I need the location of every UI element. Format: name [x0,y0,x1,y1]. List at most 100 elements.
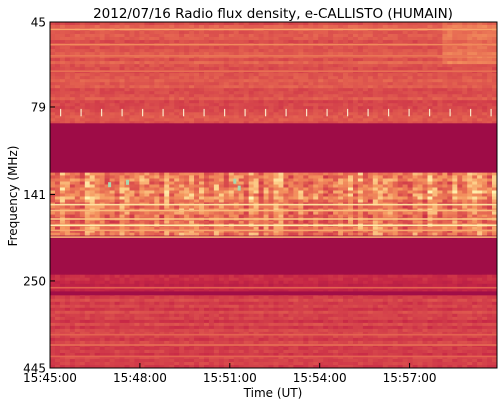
heatmap-cell [392,121,399,125]
heatmap-cell [109,73,115,77]
heatmap-cell [248,91,255,95]
heatmap-cell [402,79,408,83]
heatmap-cell [422,79,428,83]
heatmap-cell [223,88,230,92]
heatmap-cell [328,67,334,71]
heatmap-cell [248,94,255,98]
heatmap-cell [417,121,423,125]
heatmap-cell [154,172,160,176]
heatmap-cell [442,85,448,89]
heatmap-cell [134,76,140,80]
heatmap-cell [134,91,140,95]
heatmap-cell [199,40,205,44]
heatmap-cell [407,181,413,185]
heatmap-cell [308,184,314,188]
heatmap-cell [467,100,473,104]
heatmap-cell [119,106,125,110]
heatmap-cell [194,85,200,89]
heatmap-cell [50,121,56,125]
heatmap-cell [308,121,314,125]
heatmap-cell [189,85,195,89]
heatmap-cell [397,121,404,125]
heatmap-cell [278,40,284,44]
heatmap-cell [159,34,165,38]
heatmap-cell [139,181,145,185]
heatmap-cell [457,31,463,35]
heatmap-cell [353,184,359,188]
heatmap-cell [278,46,284,50]
heatmap-cell [114,100,120,104]
heatmap-cell [477,103,483,107]
heatmap-cell [303,46,309,50]
heatmap-cell [422,103,428,107]
heatmap-cell [362,22,369,26]
heatmap-cell [288,82,294,86]
heatmap-cell [278,181,284,185]
heatmap-cell [64,118,71,122]
heatmap-cell [84,115,91,119]
heatmap-cell [432,37,438,41]
heatmap-cell [362,88,369,92]
heatmap-cell [184,184,190,188]
heatmap-cell [69,61,76,65]
heatmap-cell [293,175,299,179]
heatmap-cell [407,49,413,53]
heatmap-cell [144,184,150,188]
heatmap-cell [114,55,120,59]
heatmap-cell [452,181,458,185]
heatmap-cell [402,115,408,119]
heatmap-cell [442,88,448,92]
heatmap-cell [204,22,210,26]
heatmap-cell [452,118,458,122]
heatmap-cell [367,184,374,188]
heatmap-cell [442,49,448,53]
heatmap-cell [437,58,443,62]
heatmap-cell [308,181,314,185]
heatmap-cell [189,112,195,116]
heatmap-cell [228,121,235,125]
heatmap-cell [452,94,458,98]
heatmap-cell [348,52,354,56]
heatmap-cell [343,103,349,107]
heatmap-cell [248,73,255,77]
heatmap-cell [144,91,150,95]
heatmap-cell [263,52,269,56]
heatmap-cell [377,178,384,182]
heatmap-cell [362,79,369,83]
heatmap-cell [427,40,433,44]
heatmap-cell [218,94,225,98]
heatmap-cell [84,91,91,95]
heatmap-cell [308,82,314,86]
heatmap-cell [238,100,245,104]
heatmap-cell [223,118,230,122]
heatmap-cell [303,61,309,65]
heatmap-cell [199,85,205,89]
heatmap-cell [328,94,334,98]
heatmap-cell [194,25,200,29]
heatmap-cell [293,82,299,86]
heatmap-cell [149,67,155,71]
heatmap-cell [194,118,200,122]
heatmap-cell [253,52,259,56]
heatmap-cell [199,172,205,176]
heatmap-cell [114,97,120,101]
heatmap-cell [55,100,61,104]
heatmap-cell [119,58,125,62]
heatmap-cell [492,121,498,125]
heatmap-cell [452,115,458,119]
heatmap-cell [278,79,284,83]
heatmap-cell [134,25,140,29]
heatmap-cell [258,76,264,80]
heatmap-cell [338,76,344,80]
heatmap-cell [487,109,493,113]
heatmap-cell [89,31,96,35]
heatmap-cell [99,109,106,113]
heatmap-cell [397,172,404,176]
heatmap-cell [437,49,443,53]
heatmap-cell [223,187,230,191]
heatmap-cell [412,118,418,122]
heatmap-cell [462,100,468,104]
heatmap-cell [397,34,404,38]
heatmap-cell [288,46,294,50]
heatmap-cell [114,109,120,113]
